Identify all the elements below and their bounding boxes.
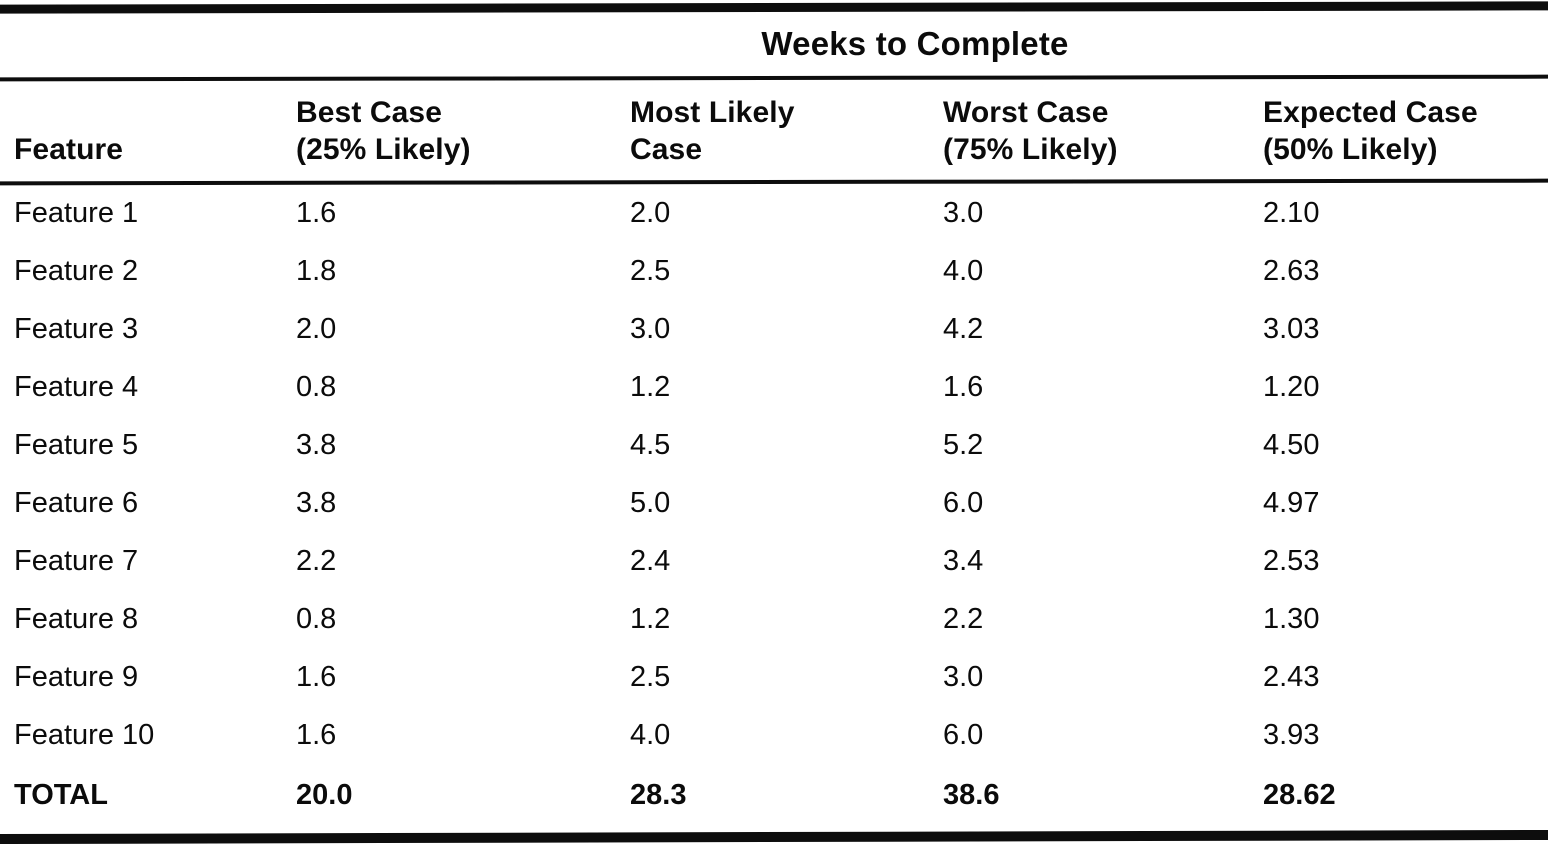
feature-cell: Feature 10: [14, 718, 155, 751]
expected-case-cell: 28.62: [1263, 778, 1336, 811]
expected-case-cell: 2.63: [1263, 254, 1320, 287]
table-row: Feature 8 0.8 1.2 2.2 1.30: [0, 590, 1548, 648]
column-header-label-line1: Worst Case: [943, 96, 1109, 129]
worst-case-cell: 38.6: [943, 778, 1000, 811]
worst-case-cell: 3.0: [943, 196, 984, 229]
best-case-cell: 1.8: [296, 254, 337, 287]
best-case-cell: 1.6: [296, 660, 337, 693]
feature-cell: Feature 8: [14, 602, 139, 635]
column-header-label: Feature: [14, 133, 124, 166]
most-likely-cell: 1.2: [630, 602, 671, 635]
feature-cell: Feature 1: [14, 196, 139, 229]
feature-cell: Feature 9: [14, 660, 139, 693]
best-case-cell: 3.8: [296, 486, 337, 519]
expected-case-cell: 1.20: [1263, 370, 1320, 403]
table-row: TOTAL 20.0 28.3 38.6 28.62: [0, 764, 1548, 826]
table-row: Feature 9 1.6 2.5 3.0 2.43: [0, 648, 1548, 706]
worst-case-cell: 2.2: [943, 602, 984, 635]
expected-case-cell: 4.50: [1263, 428, 1320, 461]
worst-case-cell: 3.0: [943, 660, 984, 693]
best-case-cell: 20.0: [296, 778, 353, 811]
worst-case-cell: 1.6: [943, 370, 984, 403]
worst-case-cell: 4.0: [943, 254, 984, 287]
worst-case-cell: 6.0: [943, 718, 984, 751]
table-row: Feature 10 1.6 4.0 6.0 3.93: [0, 706, 1548, 764]
table-row: Feature 4 0.8 1.2 1.6 1.20: [0, 358, 1548, 416]
most-likely-cell: 2.5: [630, 254, 671, 287]
expected-case-cell: 4.97: [1263, 486, 1320, 519]
column-header-label-line1: Most Likely: [630, 96, 795, 129]
worst-case-cell: 5.2: [943, 428, 984, 461]
table-body: Feature 1 1.6 2.0 3.0 2.10 Feature 2 1.8…: [0, 184, 1548, 826]
column-header-worst-case: Worst Case (75% Likely): [943, 94, 1263, 168]
table-row: Feature 2 1.8 2.5 4.0 2.63: [0, 242, 1548, 300]
best-case-cell: 2.0: [296, 312, 337, 345]
expected-case-cell: 2.10: [1263, 196, 1320, 229]
column-header-label-line2: (75% Likely): [943, 133, 1118, 166]
best-case-cell: 3.8: [296, 428, 337, 461]
most-likely-cell: 28.3: [630, 778, 687, 811]
column-header-expected-case: Expected Case (50% Likely): [1263, 94, 1548, 168]
worst-case-cell: 4.2: [943, 312, 984, 345]
table-row: Feature 1 1.6 2.0 3.0 2.10: [0, 184, 1548, 242]
table-header-row: Feature Best Case (25% Likely) Most Like…: [0, 80, 1548, 180]
most-likely-cell: 5.0: [630, 486, 671, 519]
feature-cell: Feature 3: [14, 312, 139, 345]
most-likely-cell: 3.0: [630, 312, 671, 345]
best-case-cell: 2.2: [296, 544, 337, 577]
best-case-cell: 1.6: [296, 718, 337, 751]
table-bottom-border: [0, 829, 1548, 844]
feature-cell: Feature 2: [14, 254, 139, 287]
expected-case-cell: 3.93: [1263, 718, 1320, 751]
feature-cell: Feature 6: [14, 486, 139, 519]
most-likely-cell: 4.0: [630, 718, 671, 751]
expected-case-cell: 2.53: [1263, 544, 1320, 577]
feature-cell: Feature 5: [14, 428, 139, 461]
best-case-cell: 0.8: [296, 370, 337, 403]
column-header-best-case: Best Case (25% Likely): [296, 94, 630, 168]
most-likely-cell: 2.4: [630, 544, 671, 577]
table-row: Feature 7 2.2 2.4 3.4 2.53: [0, 532, 1548, 590]
column-header-label-line1: Best Case: [296, 96, 442, 129]
table-title-row: Weeks to Complete: [0, 12, 1548, 76]
spanning-header-weeks-to-complete: Weeks to Complete: [761, 25, 1069, 62]
feature-cell: TOTAL: [14, 778, 108, 811]
best-case-cell: 1.6: [296, 196, 337, 229]
column-header-label-line2: (25% Likely): [296, 133, 471, 166]
column-header-label-line1: Expected Case: [1263, 96, 1478, 129]
most-likely-cell: 1.2: [630, 370, 671, 403]
most-likely-cell: 4.5: [630, 428, 671, 461]
most-likely-cell: 2.5: [630, 660, 671, 693]
expected-case-cell: 3.03: [1263, 312, 1320, 345]
table-row: Feature 3 2.0 3.0 4.2 3.03: [0, 300, 1548, 358]
feature-cell: Feature 7: [14, 544, 139, 577]
column-header-label-line2: Case: [630, 133, 703, 166]
column-header-feature: Feature: [14, 131, 296, 168]
worst-case-cell: 3.4: [943, 544, 984, 577]
most-likely-cell: 2.0: [630, 196, 671, 229]
table-row: Feature 5 3.8 4.5 5.2 4.50: [0, 416, 1548, 474]
table-row: Feature 6 3.8 5.0 6.0 4.97: [0, 474, 1548, 532]
worst-case-cell: 6.0: [943, 486, 984, 519]
feature-cell: Feature 4: [14, 370, 139, 403]
expected-case-cell: 2.43: [1263, 660, 1320, 693]
best-case-cell: 0.8: [296, 602, 337, 635]
expected-case-cell: 1.30: [1263, 602, 1320, 635]
column-header-most-likely-case: Most Likely Case: [630, 94, 943, 168]
column-header-label-line2: (50% Likely): [1263, 133, 1438, 166]
